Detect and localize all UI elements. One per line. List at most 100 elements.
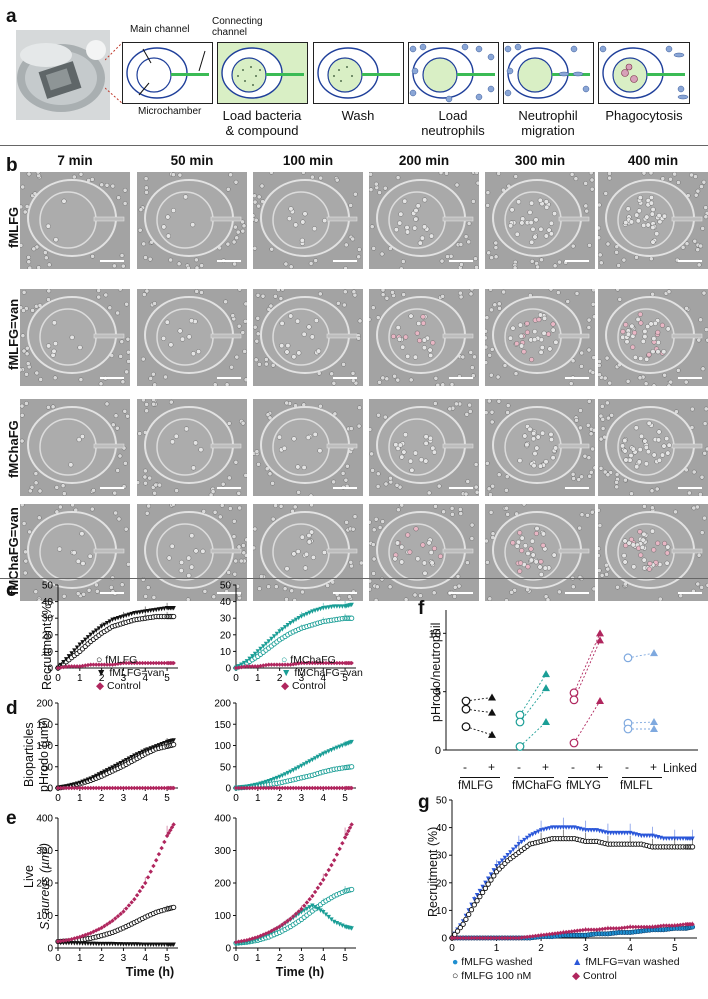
- d-left-point: [156, 785, 162, 791]
- f-point-unlinked: [623, 653, 633, 663]
- d-left-point: [151, 745, 156, 750]
- e-left-point: [55, 939, 61, 944]
- d-right-ytick-label: 50: [220, 762, 232, 773]
- g-point: [488, 935, 494, 941]
- f-point-linked: [488, 693, 496, 701]
- c-right-point: [321, 606, 326, 611]
- g-point: [680, 922, 686, 927]
- e-right-point: [291, 914, 296, 919]
- c-left-point: [96, 662, 102, 667]
- c-right-ytick-label: 20: [220, 630, 232, 641]
- g-point: [678, 836, 683, 841]
- d-left-point: [91, 785, 96, 791]
- g-point: [502, 935, 508, 941]
- e-left-point: [123, 906, 129, 911]
- g-point: [530, 832, 535, 837]
- g-point: [605, 926, 611, 931]
- e-left-point: [85, 931, 91, 937]
- g-point: [477, 888, 483, 894]
- micrograph-image: [20, 399, 130, 496]
- d-left-point: [110, 765, 115, 770]
- e-right-xtick-label: 1: [255, 953, 261, 964]
- e-left-xtick-label: 4: [142, 953, 148, 964]
- c-right-point: [252, 664, 258, 669]
- e-left-point: [88, 930, 93, 936]
- g-point: [544, 826, 549, 832]
- c-left-point: [113, 616, 118, 622]
- d-right-point: [291, 768, 296, 773]
- d-right-ytick-label: 0: [225, 784, 231, 795]
- g-point: [474, 898, 480, 904]
- d-left-point: [162, 740, 167, 746]
- c-right-xtick-label: 0: [233, 673, 239, 684]
- c-right-point: [277, 629, 282, 634]
- e-right-point: [266, 930, 271, 935]
- e-right-ytick-label: 300: [214, 846, 231, 857]
- d-left-point: [132, 753, 137, 758]
- e-right-point: [255, 934, 261, 940]
- c-left-point: [162, 660, 167, 666]
- g-point: [485, 881, 491, 887]
- d-right-point: [331, 785, 337, 791]
- d-right-xtick-label: 5: [342, 793, 348, 804]
- c-right-ytick-label: 40: [220, 597, 232, 608]
- e-right-point: [334, 852, 340, 857]
- g-point: [669, 923, 675, 928]
- micrograph-image: [137, 399, 247, 496]
- g-point: [675, 836, 680, 841]
- c-right-point: [271, 662, 277, 667]
- c-left-point: [93, 628, 99, 633]
- time-header-300: 300 min: [514, 153, 566, 168]
- g-point: [541, 932, 547, 938]
- e-left-point: [102, 923, 107, 929]
- c-left-point: [145, 660, 151, 666]
- d-left-point: [159, 742, 164, 747]
- micrograph-r2-c4: [369, 289, 479, 386]
- c-right-point: [255, 664, 261, 669]
- g-point: [508, 850, 513, 855]
- d-right-point: [340, 743, 345, 748]
- d-left-ytick-label: 150: [36, 720, 53, 731]
- schematic-load-neutrophils: [408, 42, 499, 104]
- micrograph-r4-c1: [20, 504, 130, 601]
- callout-connecting-channel: Connecting channel: [212, 16, 263, 38]
- c-right-point: [334, 660, 340, 666]
- e-right-ytick-label: 400: [214, 814, 231, 825]
- d-left-point: [140, 749, 145, 755]
- g-point: [538, 828, 544, 833]
- d-right-point: [293, 766, 299, 772]
- c-right-ytick-label: 50: [220, 581, 232, 592]
- e-left-xtick-label: 2: [99, 953, 105, 964]
- d-left-xtick-label: 0: [55, 793, 61, 804]
- d-right-point: [329, 785, 334, 791]
- f-point-unlinked: [569, 695, 579, 705]
- f-plus-label: +: [596, 760, 604, 774]
- e-right-point: [318, 908, 323, 913]
- c-right-point: [291, 662, 296, 667]
- d-left-point: [102, 785, 107, 791]
- g-point: [664, 923, 669, 928]
- g-point: [480, 884, 485, 890]
- e-left-point: [107, 920, 113, 925]
- chamber-schematic-phagocytosis: [599, 45, 689, 100]
- d-left-point: [137, 785, 143, 791]
- d-left-xtick-label: 3: [121, 793, 127, 804]
- g-point: [602, 926, 608, 931]
- g-xtick-label: 3: [583, 943, 589, 954]
- e-left-point: [170, 904, 177, 911]
- c-left-point: [74, 664, 80, 669]
- micrograph-r1-c6: [598, 172, 708, 269]
- g-ytick-label: 10: [436, 906, 448, 917]
- micrograph-r3-c4: [369, 399, 479, 496]
- micrograph-image: [485, 504, 595, 601]
- d-right-point: [321, 751, 326, 757]
- d-right-ytick-label: 150: [214, 720, 231, 731]
- g-point: [519, 839, 524, 845]
- micrograph-r4-c4: [369, 504, 479, 601]
- f-point-linked: [650, 718, 658, 725]
- legend-g-4-label: Control: [583, 970, 617, 982]
- c-left-point: [153, 607, 159, 613]
- g-point: [547, 932, 552, 937]
- c-right-point: [326, 605, 331, 610]
